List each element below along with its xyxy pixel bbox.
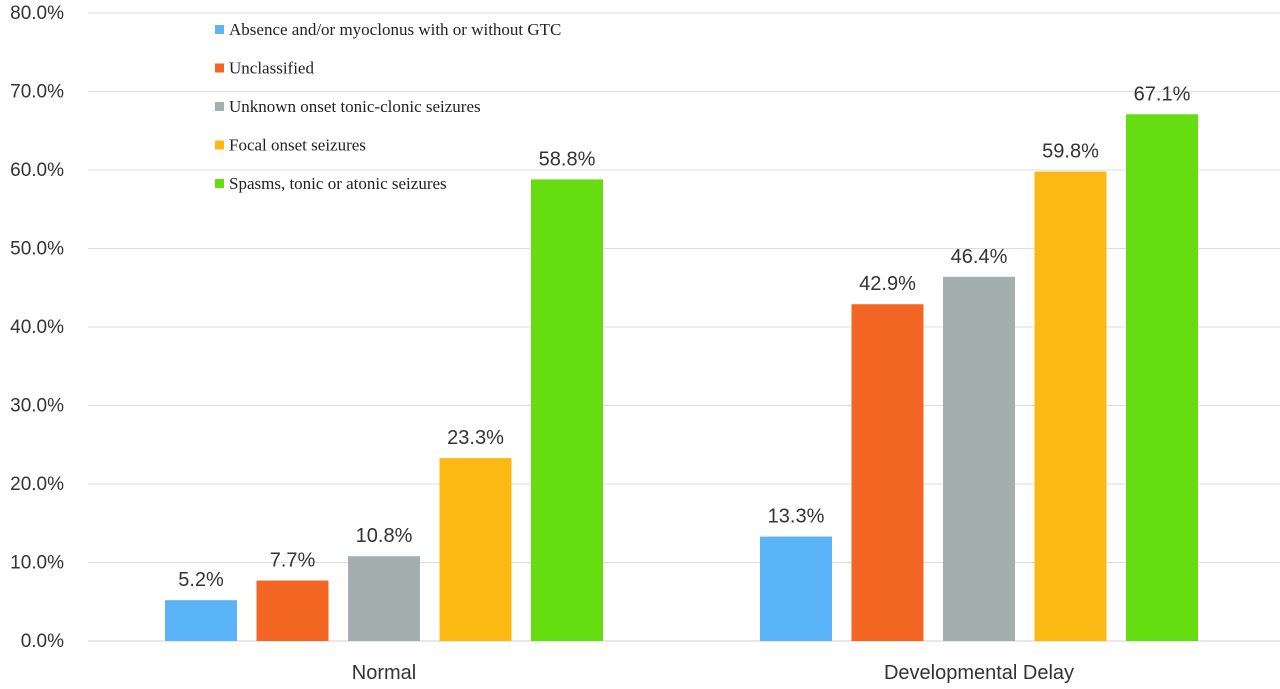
bar (256, 580, 329, 641)
y-tick-label: 40.0% (10, 317, 64, 338)
y-tick-label: 50.0% (10, 239, 64, 260)
data-label: 59.8% (1042, 141, 1099, 163)
y-tick-label: 80.0% (10, 3, 64, 24)
bar (943, 276, 1015, 641)
legend-label: Unclassified (229, 59, 314, 78)
y-tick-label: 20.0% (10, 474, 64, 495)
data-label: 5.2% (178, 569, 224, 591)
y-tick-label: 60.0% (10, 160, 64, 181)
y-tick-label: 30.0% (10, 396, 64, 417)
bar (760, 536, 832, 641)
legend-label: Unknown onset tonic-clonic seizures (229, 97, 481, 116)
legend-label: Spasms, tonic or atonic seizures (229, 174, 447, 193)
bar (1126, 114, 1198, 641)
data-label: 42.9% (859, 273, 916, 295)
bar (439, 458, 512, 641)
data-labels: 5.2% 7.7% 10.8% 23.3% 58.8% 13.3% 42.9% 46.4% 59… (178, 83, 1190, 591)
data-label: 67.1% (1134, 83, 1191, 105)
legend-label: Absence and/or myoclonus with or without… (229, 20, 561, 39)
legend-item: Focal onset seizures (215, 136, 366, 155)
bar (531, 179, 603, 642)
y-tick-label: 0.0% (21, 631, 64, 652)
x-category-label: Normal (352, 662, 416, 684)
data-label: 10.8% (356, 525, 413, 547)
y-axis-tick-labels: 0.0% 10.0% 20.0% 30.0% 40.0% 50.0% 60.0% 70.0% 8… (10, 3, 64, 652)
legend-item: Spasms, tonic or atonic seizures (215, 174, 447, 193)
data-label: 7.7% (270, 550, 316, 572)
legend-swatch (215, 25, 224, 34)
y-tick-label: 10.0% (10, 553, 64, 574)
bar (348, 556, 420, 641)
legend-item: Unknown onset tonic-clonic seizures (215, 97, 481, 116)
x-axis-category-labels: Normal Developmental Delay (352, 662, 1074, 684)
gridlines (88, 12, 1280, 642)
data-label: 46.4% (951, 246, 1008, 268)
bars (165, 114, 1198, 642)
data-label: 23.3% (447, 427, 504, 449)
legend-item: Absence and/or myoclonus with or without… (215, 20, 561, 39)
legend-swatch (215, 179, 224, 188)
bar (1034, 171, 1107, 641)
y-tick-label: 70.0% (10, 82, 64, 103)
bar (165, 600, 237, 641)
data-label: 58.8% (539, 148, 596, 170)
bar (851, 304, 924, 641)
x-category-label: Developmental Delay (884, 662, 1074, 684)
legend: Absence and/or myoclonus with or without… (215, 20, 561, 193)
legend-swatch (215, 140, 224, 150)
legend-label: Focal onset seizures (229, 136, 366, 155)
legend-swatch (215, 102, 224, 111)
data-label: 13.3% (768, 506, 825, 528)
legend-swatch (215, 63, 224, 73)
legend-item: Unclassified (215, 59, 314, 78)
